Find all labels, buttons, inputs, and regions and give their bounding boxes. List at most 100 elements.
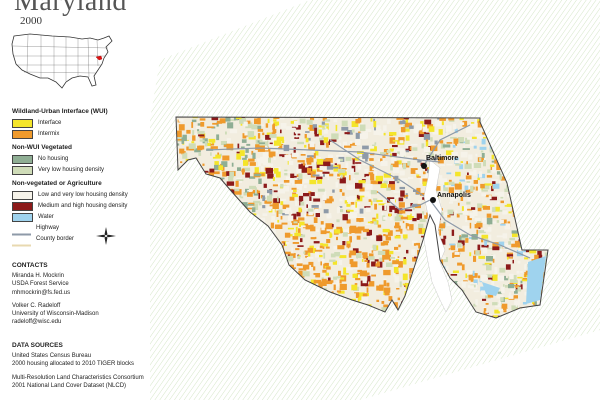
- land-cover-patch: [239, 223, 247, 227]
- land-cover-patch: [251, 124, 258, 130]
- land-cover-patch: [216, 280, 222, 287]
- land-cover-patch: [215, 196, 219, 201]
- land-cover-patch: [326, 198, 334, 202]
- land-cover-patch: [373, 198, 378, 202]
- land-cover-patch: [393, 150, 400, 155]
- source-name: Multi-Resolution Land Characteristics Co…: [12, 374, 144, 381]
- land-cover-patch: [198, 246, 203, 248]
- land-cover-patch: [338, 290, 345, 294]
- land-cover-patch: [191, 119, 197, 123]
- land-cover-patch: [266, 248, 270, 252]
- land-cover-patch: [494, 159, 499, 164]
- land-cover-patch: [502, 180, 505, 183]
- land-cover-patch: [404, 203, 407, 209]
- land-cover-patch: [191, 201, 196, 204]
- land-cover-patch: [509, 168, 513, 173]
- land-cover-patch: [466, 161, 468, 165]
- land-cover-patch: [515, 132, 523, 138]
- land-cover-patch: [194, 236, 199, 242]
- land-cover-patch: [509, 292, 511, 296]
- land-cover-patch: [369, 165, 374, 172]
- land-cover-patch: [422, 254, 426, 257]
- land-cover-patch: [315, 193, 318, 198]
- land-cover-patch: [367, 221, 373, 224]
- land-cover-patch: [235, 263, 240, 267]
- land-cover-patch: [256, 158, 262, 162]
- land-cover-patch: [245, 302, 251, 307]
- land-cover-patch: [295, 226, 298, 233]
- land-cover-patch: [193, 249, 199, 253]
- land-cover-patch: [427, 298, 434, 301]
- land-cover-patch: [261, 247, 266, 253]
- land-cover-patch: [532, 306, 539, 311]
- land-cover-patch: [333, 284, 336, 291]
- land-cover-patch: [531, 307, 536, 312]
- land-cover-patch: [186, 165, 191, 169]
- land-cover-patch: [322, 117, 327, 121]
- land-cover-patch: [306, 201, 312, 206]
- land-cover-patch: [428, 126, 435, 132]
- land-cover-patch: [217, 210, 224, 214]
- land-cover-patch: [459, 190, 463, 197]
- land-cover-patch: [177, 251, 180, 256]
- land-cover-patch: [403, 258, 407, 265]
- land-cover-patch: [335, 307, 342, 313]
- land-cover-patch: [310, 171, 316, 178]
- land-cover-patch: [186, 129, 191, 134]
- contact-email[interactable]: mhmockrin@fs.fed.us: [12, 289, 71, 296]
- land-cover-patch: [385, 236, 391, 241]
- baltimore-marker[interactable]: [421, 163, 427, 169]
- land-cover-patch: [342, 214, 348, 221]
- land-cover-patch: [474, 217, 481, 222]
- land-cover-patch: [312, 174, 320, 177]
- land-cover-patch: [267, 173, 274, 179]
- legend-label: Interface: [38, 120, 62, 126]
- land-cover-patch: [370, 118, 373, 122]
- contact-email[interactable]: radeloff@wisc.edu: [12, 319, 62, 326]
- land-cover-patch: [292, 302, 300, 308]
- land-cover-patch: [494, 192, 500, 195]
- land-cover-patch: [312, 248, 316, 254]
- land-cover-patch: [507, 146, 511, 150]
- land-cover-patch: [471, 207, 476, 210]
- land-cover-patch: [255, 254, 260, 260]
- land-cover-patch: [344, 200, 348, 204]
- land-cover-patch: [448, 117, 455, 121]
- land-cover-patch: [268, 145, 275, 149]
- land-cover-patch: [220, 264, 227, 270]
- land-cover-patch: [276, 258, 281, 265]
- land-cover-patch: [393, 190, 401, 193]
- land-cover-patch: [256, 125, 262, 130]
- land-cover-patch: [249, 176, 256, 179]
- land-cover-patch: [257, 140, 260, 143]
- land-cover-patch: [366, 258, 370, 264]
- land-cover-patch: [520, 161, 523, 165]
- land-cover-patch: [201, 212, 206, 216]
- land-cover-patch: [525, 223, 529, 231]
- land-cover-patch: [525, 234, 532, 241]
- land-cover-patch: [204, 242, 209, 245]
- legend-label: Very low housing density: [38, 167, 105, 173]
- annapolis-marker[interactable]: [430, 197, 436, 203]
- land-cover-patch: [416, 174, 420, 178]
- land-cover-patch: [525, 135, 530, 141]
- land-cover-patch: [341, 120, 348, 127]
- land-cover-patch: [283, 185, 290, 192]
- land-cover-patch: [284, 154, 291, 161]
- land-cover-patch: [290, 126, 296, 129]
- land-cover-patch: [205, 242, 208, 247]
- land-cover-patch: [344, 145, 352, 148]
- land-cover-patch: [478, 171, 483, 178]
- land-cover-patch: [291, 296, 298, 299]
- land-cover-patch: [263, 242, 270, 246]
- land-cover-patch: [373, 131, 380, 135]
- land-cover-patch: [532, 185, 537, 190]
- land-cover-patch: [251, 282, 255, 290]
- land-cover-patch: [316, 161, 324, 168]
- land-cover-patch: [407, 226, 411, 230]
- land-cover-patch: [467, 304, 471, 309]
- land-cover-patch: [422, 181, 428, 186]
- land-cover-patch: [512, 259, 514, 264]
- land-cover-patch: [240, 216, 245, 223]
- land-cover-patch: [410, 168, 418, 174]
